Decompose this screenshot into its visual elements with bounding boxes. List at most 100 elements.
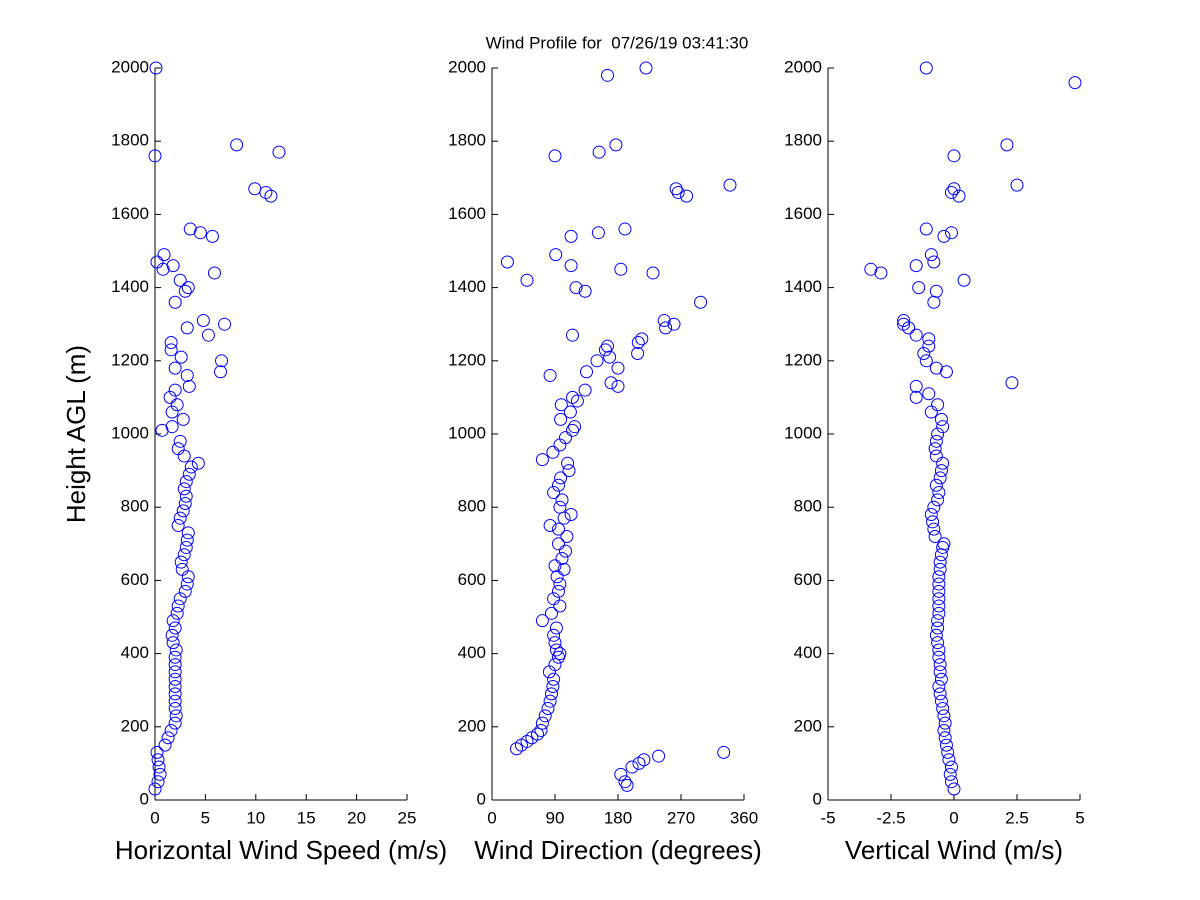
point (934, 672, 948, 686)
point (543, 694, 557, 708)
point (897, 317, 911, 331)
point (557, 511, 571, 525)
point (939, 738, 953, 752)
point (557, 562, 571, 576)
x-tick-label: -5 (820, 808, 835, 827)
point (183, 222, 197, 236)
y-tick-label: 800 (794, 497, 822, 516)
point (922, 339, 936, 353)
point (927, 500, 941, 514)
point (151, 775, 165, 789)
point (936, 540, 950, 554)
y-tick-label: 2000 (784, 57, 822, 76)
y-tick-label: 1800 (111, 131, 149, 150)
point (926, 515, 940, 529)
y-tick-label: 1400 (111, 277, 149, 296)
point (932, 606, 946, 620)
point (590, 354, 604, 368)
point (566, 328, 579, 342)
x-tick-label: 5 (201, 808, 210, 827)
point (646, 266, 660, 280)
point (723, 178, 737, 192)
point (611, 361, 625, 375)
point (168, 672, 182, 686)
point (148, 149, 162, 163)
point (168, 383, 182, 397)
y-tick-label: 600 (121, 570, 149, 589)
x-tick-label: 5 (1075, 808, 1084, 827)
point (932, 570, 946, 584)
point (932, 643, 946, 657)
point (546, 680, 560, 694)
point (180, 533, 194, 547)
y-tick-label: 600 (794, 570, 822, 589)
point (937, 537, 951, 551)
point (552, 522, 565, 536)
point (680, 189, 694, 203)
point (168, 361, 182, 375)
point (569, 281, 583, 295)
y-tick-label: 2000 (448, 57, 486, 76)
y-tick-label: 1000 (111, 423, 149, 442)
point (549, 621, 563, 635)
point (929, 434, 943, 448)
point (929, 628, 943, 642)
y-axis-label: Height AGL (m) (61, 345, 91, 523)
point (170, 398, 184, 412)
point (168, 694, 182, 708)
point (944, 226, 958, 240)
point (553, 577, 567, 591)
point (166, 614, 180, 628)
point (552, 584, 565, 598)
point (671, 185, 685, 199)
point (570, 394, 584, 408)
point (864, 262, 878, 276)
point (548, 149, 562, 163)
point (547, 592, 561, 606)
point (215, 354, 229, 368)
point (659, 321, 673, 335)
x-axis-label: Wind Direction (degrees) (474, 835, 762, 865)
point (924, 508, 938, 522)
point (620, 778, 634, 792)
point (933, 562, 947, 576)
point (182, 467, 196, 481)
point (541, 702, 555, 715)
point (157, 248, 171, 262)
point (625, 760, 639, 774)
point (919, 61, 933, 75)
point (942, 753, 956, 767)
x-tick-label: 270 (667, 808, 695, 827)
point (549, 248, 563, 262)
point (564, 229, 578, 243)
point (169, 643, 183, 657)
point (546, 445, 560, 459)
y-tick-label: 0 (477, 789, 486, 808)
x-tick-label: 20 (347, 808, 366, 827)
point (550, 570, 564, 584)
point (631, 346, 645, 360)
point (531, 727, 544, 741)
point (171, 519, 185, 532)
point (561, 456, 575, 470)
point (535, 614, 549, 628)
point (564, 508, 578, 522)
point (166, 636, 180, 650)
point (933, 687, 947, 701)
point (936, 420, 950, 434)
point (932, 486, 946, 500)
point (931, 427, 945, 441)
point (178, 284, 192, 298)
point (566, 390, 579, 404)
point (535, 716, 549, 730)
y-tick-label: 1200 (448, 350, 486, 369)
point (214, 365, 228, 379)
point (944, 185, 958, 199)
y-tick-label: 1200 (784, 350, 822, 369)
point (928, 529, 942, 543)
point (248, 182, 262, 196)
point (937, 723, 951, 737)
point (547, 486, 561, 500)
point (500, 255, 514, 269)
point (931, 493, 945, 507)
